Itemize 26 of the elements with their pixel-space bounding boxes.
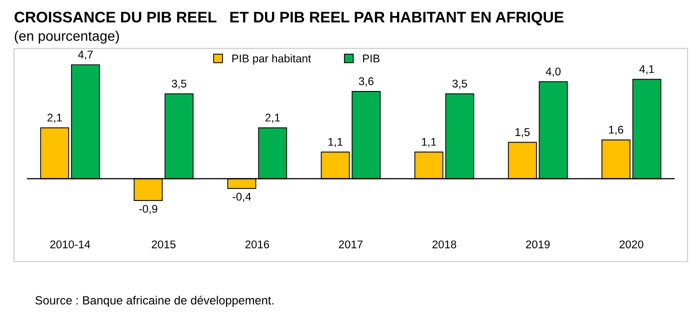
data-label: 4,7	[78, 50, 93, 60]
data-label: 1,6	[609, 126, 624, 135]
source-note: Source : Banque africaine de développement.	[35, 296, 274, 307]
data-label: -0,9	[139, 204, 158, 214]
x-tick-label: 2015	[152, 240, 176, 248]
chart-subtitle: (en pourcentage)	[14, 30, 119, 44]
data-label: 1,1	[422, 138, 436, 148]
data-label: 1,5	[516, 128, 530, 138]
data-label: 1,1	[328, 138, 342, 148]
data-label: 2,1	[265, 114, 280, 123]
data-label: 2,1	[47, 114, 62, 123]
data-label: 4,0	[546, 68, 561, 77]
legend-label: PIB	[363, 54, 380, 62]
data-label: -0,4	[232, 192, 252, 202]
x-tick-label: 2017	[338, 240, 363, 248]
data-label: 4,1	[639, 65, 654, 74]
legend-label: PIB par habitant	[232, 54, 311, 65]
x-tick-label: 2019	[526, 240, 550, 248]
chart-title: CROISSANCE DU PIB REEL ET DU PIB REEL PAR HABITANT EN AFRIQUE	[14, 12, 564, 26]
x-tick-label: 2010-14	[50, 240, 90, 248]
data-label: 3,6	[358, 77, 374, 86]
x-tick-label: 2018	[432, 240, 456, 248]
data-label: 3,5	[452, 80, 467, 89]
data-label: 3,5	[172, 80, 186, 89]
x-tick-label: 2020	[620, 240, 644, 248]
x-tick-label: 2016	[245, 240, 270, 248]
